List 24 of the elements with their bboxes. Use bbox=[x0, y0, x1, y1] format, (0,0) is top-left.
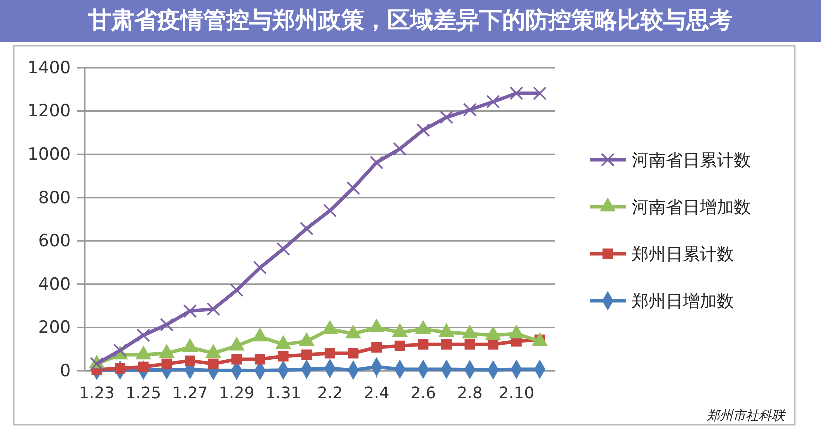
chart-title: 甘肃省疫情管控与郑州政策，区域差异下的防控策略比较与思考 bbox=[88, 7, 734, 36]
text: 郑州市社科联 bbox=[706, 409, 787, 424]
x-tick-label: 1.23 bbox=[79, 384, 115, 403]
x-tick-label: 1.27 bbox=[172, 384, 208, 403]
y-tick-label: 1000 bbox=[28, 145, 71, 166]
x-tick-label: 2.10 bbox=[498, 384, 534, 403]
y-tick-label: 400 bbox=[38, 274, 71, 295]
legend-label: 河南省日累计数 bbox=[632, 150, 751, 171]
x-tick-label: 2.6 bbox=[410, 384, 436, 403]
x-tick-label: 1.31 bbox=[266, 384, 302, 403]
legend-label: 河南省日增加数 bbox=[632, 198, 751, 218]
y-tick-label: 800 bbox=[38, 188, 71, 208]
x-tick-label: 2.2 bbox=[317, 384, 343, 403]
x-tick-label: 1.25 bbox=[126, 384, 162, 403]
y-tick-label: 1400 bbox=[28, 58, 71, 78]
x-tick-label: 2.4 bbox=[364, 384, 390, 403]
y-tick-label: 600 bbox=[38, 232, 71, 252]
y-tick-label: 0 bbox=[60, 361, 71, 382]
y-tick-label: 1200 bbox=[28, 102, 71, 122]
y-tick-label: 200 bbox=[38, 318, 71, 338]
legend-label: 郑州日增加数 bbox=[632, 292, 734, 312]
legend-label: 郑州日累计数 bbox=[632, 244, 734, 265]
x-tick-label: 1.29 bbox=[219, 384, 255, 403]
x-tick-label: 2.8 bbox=[457, 384, 483, 403]
